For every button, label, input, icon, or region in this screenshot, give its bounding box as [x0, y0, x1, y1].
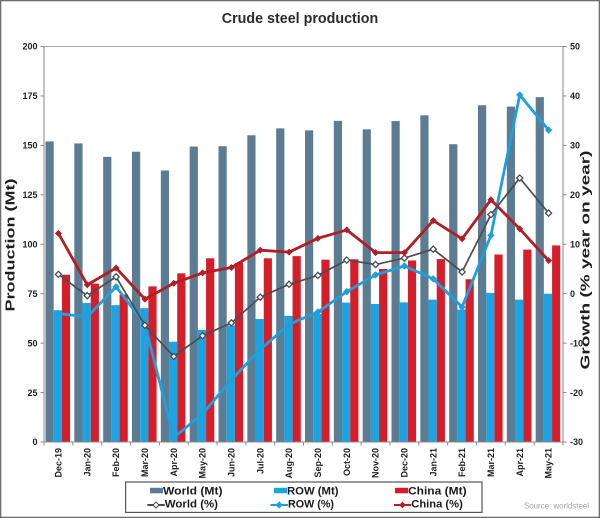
svg-text:30: 30	[570, 141, 580, 151]
svg-text:40: 40	[570, 91, 580, 101]
svg-text:75: 75	[27, 289, 37, 299]
svg-text:10: 10	[570, 239, 580, 249]
svg-text:Production (Mt): Production (Mt)	[3, 179, 18, 312]
svg-text:150: 150	[22, 141, 37, 151]
svg-text:World (Mt): World (Mt)	[163, 485, 223, 497]
svg-text:Aug-20: Aug-20	[284, 448, 294, 479]
svg-text:Growth (% year on year): Growth (% year on year)	[578, 151, 593, 370]
svg-text:200: 200	[22, 42, 37, 52]
svg-text:May-20: May-20	[198, 448, 208, 479]
svg-text:50: 50	[570, 42, 580, 52]
svg-text:25: 25	[27, 388, 37, 398]
svg-text:World (%): World (%)	[165, 499, 219, 511]
svg-text:0: 0	[570, 289, 575, 299]
svg-text:Jan-20: Jan-20	[82, 448, 92, 477]
svg-text:Apr-21: Apr-21	[515, 448, 525, 477]
svg-text:175: 175	[22, 91, 37, 101]
svg-text:Dec-19: Dec-19	[53, 448, 63, 478]
svg-text:Oct-20: Oct-20	[342, 448, 352, 476]
svg-text:Jan-21: Jan-21	[428, 448, 438, 477]
svg-text:China (%): China (%)	[411, 499, 463, 511]
svg-text:Nov-20: Nov-20	[371, 448, 381, 478]
svg-text:Jul-20: Jul-20	[255, 448, 265, 474]
svg-text:50: 50	[27, 338, 37, 348]
svg-text:Mar-20: Mar-20	[140, 448, 150, 477]
svg-text:Crude steel production: Crude steel production	[222, 11, 378, 27]
svg-text:Feb-21: Feb-21	[457, 448, 467, 477]
svg-text:ROW (Mt): ROW (Mt)	[287, 485, 339, 497]
svg-text:ROW (%): ROW (%)	[288, 499, 334, 511]
svg-text:Mar-21: Mar-21	[486, 448, 496, 477]
svg-text:China (Mt): China (Mt)	[408, 485, 467, 497]
svg-text:Apr-20: Apr-20	[169, 448, 179, 477]
svg-text:Source: worldsteel: Source: worldsteel	[524, 501, 589, 511]
svg-text:100: 100	[22, 239, 37, 249]
svg-text:-10: -10	[570, 338, 583, 348]
svg-text:-20: -20	[570, 388, 583, 398]
svg-text:Jun-20: Jun-20	[226, 448, 236, 477]
svg-text:0: 0	[32, 437, 37, 447]
svg-text:125: 125	[22, 190, 37, 200]
svg-text:Feb-20: Feb-20	[111, 448, 121, 477]
svg-text:-30: -30	[570, 437, 583, 447]
svg-text:May-21: May-21	[544, 448, 554, 479]
svg-text:Dec-20: Dec-20	[399, 448, 409, 478]
svg-text:20: 20	[570, 190, 580, 200]
svg-text:Sep-20: Sep-20	[313, 448, 323, 478]
